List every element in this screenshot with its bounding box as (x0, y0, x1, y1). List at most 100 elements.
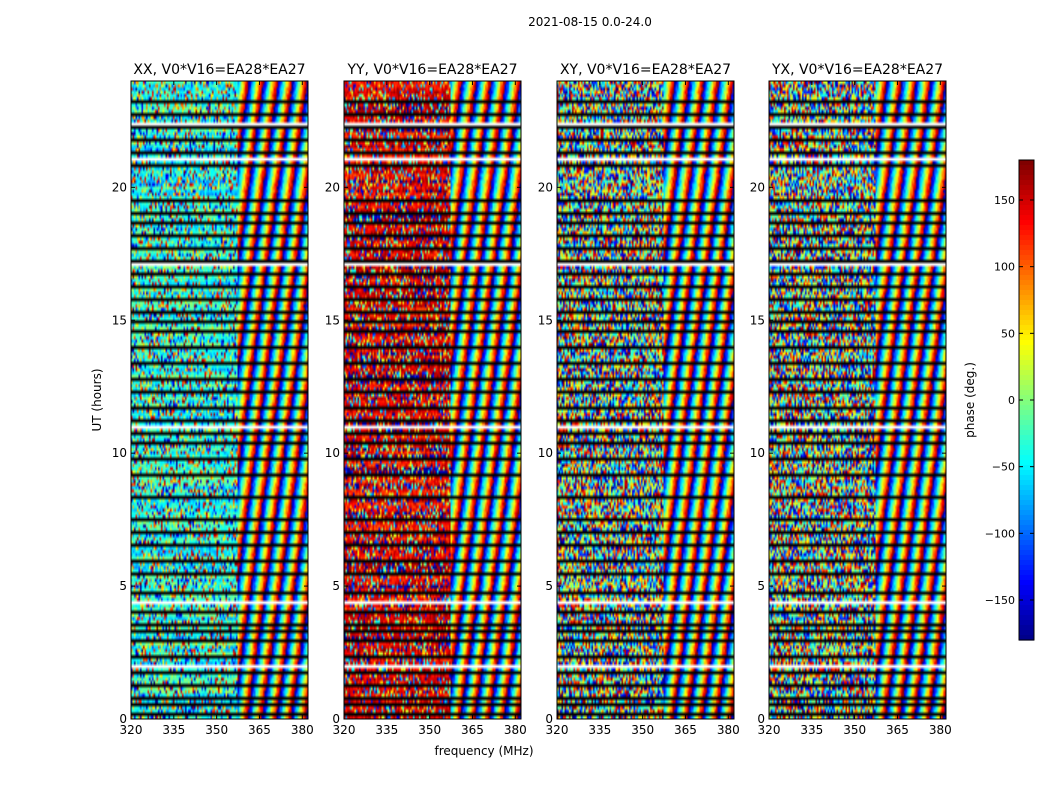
colorbar-segment (1019, 390, 1034, 396)
x-tick-label: 380 (291, 723, 314, 737)
colorbar-segment (1019, 295, 1034, 301)
colorbar-segment (1019, 465, 1034, 471)
colorbar-segment (1019, 510, 1034, 516)
y-tick-label: 15 (325, 313, 340, 327)
colorbar-segment (1019, 410, 1034, 416)
x-axis-label: frequency (MHz) (434, 744, 533, 758)
colorbar-segment (1019, 225, 1034, 231)
colorbar-segment (1019, 280, 1034, 286)
panel-title: YX, V0*V16=EA28*EA27 (771, 62, 943, 78)
x-tick-label: 380 (504, 723, 527, 737)
y-axis-label: UT (hours) (90, 368, 104, 431)
x-tick-label: 350 (205, 723, 228, 737)
colorbar-segment (1019, 205, 1034, 211)
y-tick-label: 10 (325, 446, 340, 460)
colorbar-segment (1019, 460, 1034, 466)
colorbar-segment (1019, 400, 1034, 406)
y-tick-label: 15 (112, 313, 127, 327)
colorbar-segment (1019, 600, 1034, 606)
colorbar-segment (1019, 565, 1034, 571)
colorbar-segment (1019, 175, 1034, 181)
colorbar-segment (1019, 265, 1034, 271)
panel-yx: YX, V0*V16=EA28*EA27 320 335 350 365 380 0 5 10 1… (750, 62, 952, 737)
colorbar-segment (1019, 505, 1034, 511)
colorbar-segment (1019, 310, 1034, 316)
x-tick-label: 365 (248, 723, 271, 737)
colorbar-segment (1019, 230, 1034, 236)
colorbar-segment (1019, 190, 1034, 196)
x-tick-label: 335 (375, 723, 398, 737)
colorbar-segment (1019, 550, 1034, 556)
colorbar-segment (1019, 485, 1034, 491)
y-tick-label: 20 (538, 180, 553, 194)
colorbar-segment (1019, 425, 1034, 431)
colorbar-tick-label: 150 (994, 194, 1015, 207)
colorbar-segment (1019, 180, 1034, 186)
colorbar-segment (1019, 340, 1034, 346)
colorbar-tick-label: −100 (985, 527, 1015, 540)
colorbar-segment (1019, 515, 1034, 521)
colorbar-segment (1019, 275, 1034, 281)
colorbar-segment (1019, 480, 1034, 486)
colorbar-segment (1019, 420, 1034, 426)
colorbar-segment (1019, 250, 1034, 256)
colorbar-segment (1019, 570, 1034, 576)
axes-frame (130, 80, 309, 720)
colorbar-segment (1019, 615, 1034, 621)
x-tick-label: 380 (717, 723, 740, 737)
y-tick-label: 10 (750, 446, 765, 460)
colorbar-tick-label: 50 (1001, 327, 1015, 340)
colorbar-segment (1019, 415, 1034, 421)
colorbar-segment (1019, 350, 1034, 356)
colorbar-segment (1019, 375, 1034, 381)
y-tick-label: 0 (119, 712, 127, 726)
panel-title: YY, V0*V16=EA28*EA27 (346, 62, 517, 78)
colorbar-segment (1019, 440, 1034, 446)
colorbar-segment (1019, 210, 1034, 216)
colorbar-segment (1019, 525, 1034, 531)
panel-xy: XY, V0*V16=EA28*EA27 320 335 350 365 380 0 5 10 1… (538, 62, 740, 737)
colorbar-segment (1019, 270, 1034, 276)
panel-title: XX, V0*V16=EA28*EA27 (133, 62, 305, 78)
colorbar-segment (1019, 575, 1034, 581)
colorbar-segment (1019, 455, 1034, 461)
colorbar-label: phase (deg.) (963, 362, 977, 438)
y-tick-label: 10 (538, 446, 553, 460)
axes-frame (556, 80, 735, 720)
colorbar-segment (1019, 285, 1034, 291)
colorbar-segment (1019, 335, 1034, 341)
y-tick-label: 5 (757, 579, 765, 593)
colorbar-segment (1019, 300, 1034, 306)
axes-frame (343, 80, 522, 720)
panel-xx: XX, V0*V16=EA28*EA27 320 335 350 365 380 0 5 10 1… (112, 62, 314, 737)
colorbar-segment (1019, 635, 1034, 641)
colorbar-segment (1019, 605, 1034, 611)
colorbar-tick-label: −50 (992, 461, 1015, 474)
colorbar-segment (1019, 450, 1034, 456)
colorbar-segment (1019, 630, 1034, 636)
colorbar-segment (1019, 490, 1034, 496)
panel-yy: YY, V0*V16=EA28*EA27 320 335 350 365 380 0 5 10 1… (325, 62, 527, 737)
colorbar-segment (1019, 405, 1034, 411)
colorbar: −150 −100 −50 0 50 100 150 (985, 159, 1035, 641)
y-tick-label: 20 (750, 180, 765, 194)
colorbar-segment (1019, 255, 1034, 261)
colorbar-segment (1019, 540, 1034, 546)
phase-waterfall (557, 81, 734, 719)
y-tick-label: 20 (325, 180, 340, 194)
colorbar-segment (1019, 290, 1034, 296)
x-tick-label: 380 (929, 723, 952, 737)
y-tick-label: 15 (750, 313, 765, 327)
y-tick-label: 0 (332, 712, 340, 726)
y-tick-label: 0 (757, 712, 765, 726)
x-tick-label: 365 (461, 723, 484, 737)
x-tick-label: 350 (843, 723, 866, 737)
x-tick-label: 335 (162, 723, 185, 737)
colorbar-segment (1019, 245, 1034, 251)
colorbar-segment (1019, 320, 1034, 326)
colorbar-segment (1019, 495, 1034, 501)
colorbar-segment (1019, 170, 1034, 176)
colorbar-segment (1019, 195, 1034, 201)
colorbar-segment (1019, 530, 1034, 536)
y-tick-label: 10 (112, 446, 127, 460)
